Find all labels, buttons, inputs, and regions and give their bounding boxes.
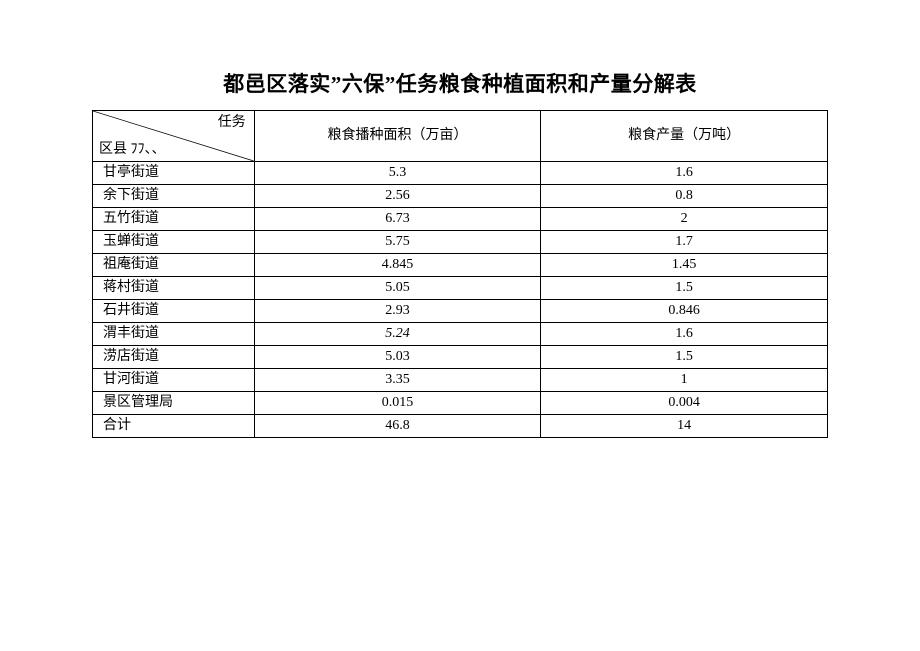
row-yield: 1.7 <box>541 231 828 254</box>
row-area: 5.3 <box>254 162 541 185</box>
row-name: 景区管理局 <box>93 392 255 415</box>
row-yield: 14 <box>541 415 828 438</box>
table-row: 蒋村街道5.051.5 <box>93 277 828 300</box>
table-row: 祖庵街道4.8451.45 <box>93 254 828 277</box>
row-area: 5.03 <box>254 346 541 369</box>
table-row: 石井街道2.930.846 <box>93 300 828 323</box>
table-row: 五竹街道6.732 <box>93 208 828 231</box>
row-area: 3.35 <box>254 369 541 392</box>
row-area: 46.8 <box>254 415 541 438</box>
table-row: 余下街道2.560.8 <box>93 185 828 208</box>
table-row: 甘河街道3.351 <box>93 369 828 392</box>
row-name: 五竹街道 <box>93 208 255 231</box>
table-row: 涝店街道5.031.5 <box>93 346 828 369</box>
row-yield: 0.846 <box>541 300 828 323</box>
row-name: 祖庵街道 <box>93 254 255 277</box>
row-yield: 0.8 <box>541 185 828 208</box>
table-header-row: 任务 区县 ﾌﾌ、、 粮食播种面积（万亩） 粮食产量（万吨） <box>93 111 828 162</box>
row-yield: 1.6 <box>541 323 828 346</box>
row-name: 玉蝉街道 <box>93 231 255 254</box>
table-row: 合计46.814 <box>93 415 828 438</box>
header-diag-top: 任务 <box>218 116 246 130</box>
header-diag-cell: 任务 区县 ﾌﾌ、、 <box>93 111 255 162</box>
row-yield: 1.6 <box>541 162 828 185</box>
row-area: 5.05 <box>254 277 541 300</box>
row-name: 甘河街道 <box>93 369 255 392</box>
row-area: 0.015 <box>254 392 541 415</box>
header-col-area: 粮食播种面积（万亩） <box>254 111 541 162</box>
data-table: 任务 区县 ﾌﾌ、、 粮食播种面积（万亩） 粮食产量（万吨） 甘亭街道5.31.… <box>92 110 828 438</box>
row-name: 甘亭街道 <box>93 162 255 185</box>
row-name: 蒋村街道 <box>93 277 255 300</box>
header-col-yield: 粮食产量（万吨） <box>541 111 828 162</box>
row-name: 余下街道 <box>93 185 255 208</box>
row-area: 2.56 <box>254 185 541 208</box>
row-name: 渭丰街道 <box>93 323 255 346</box>
row-area: 5.24 <box>254 323 541 346</box>
row-area: 2.93 <box>254 300 541 323</box>
row-yield: 1.45 <box>541 254 828 277</box>
row-area: 5.75 <box>254 231 541 254</box>
table-row: 甘亭街道5.31.6 <box>93 162 828 185</box>
table-row: 玉蝉街道5.751.7 <box>93 231 828 254</box>
row-yield: 1.5 <box>541 277 828 300</box>
page-title: 都邑区落实”六保”任务粮食种植面积和产量分解表 <box>92 68 828 98</box>
row-name: 石井街道 <box>93 300 255 323</box>
header-diag-bottom: 区县 ﾌﾌ、、 <box>99 143 166 157</box>
row-area: 6.73 <box>254 208 541 231</box>
table-row: 景区管理局0.0150.004 <box>93 392 828 415</box>
row-name: 涝店街道 <box>93 346 255 369</box>
row-yield: 0.004 <box>541 392 828 415</box>
table-body: 甘亭街道5.31.6余下街道2.560.8五竹街道6.732玉蝉街道5.751.… <box>93 162 828 438</box>
row-yield: 1.5 <box>541 346 828 369</box>
row-yield: 1 <box>541 369 828 392</box>
row-yield: 2 <box>541 208 828 231</box>
row-name: 合计 <box>93 415 255 438</box>
table-row: 渭丰街道5.241.6 <box>93 323 828 346</box>
row-area: 4.845 <box>254 254 541 277</box>
